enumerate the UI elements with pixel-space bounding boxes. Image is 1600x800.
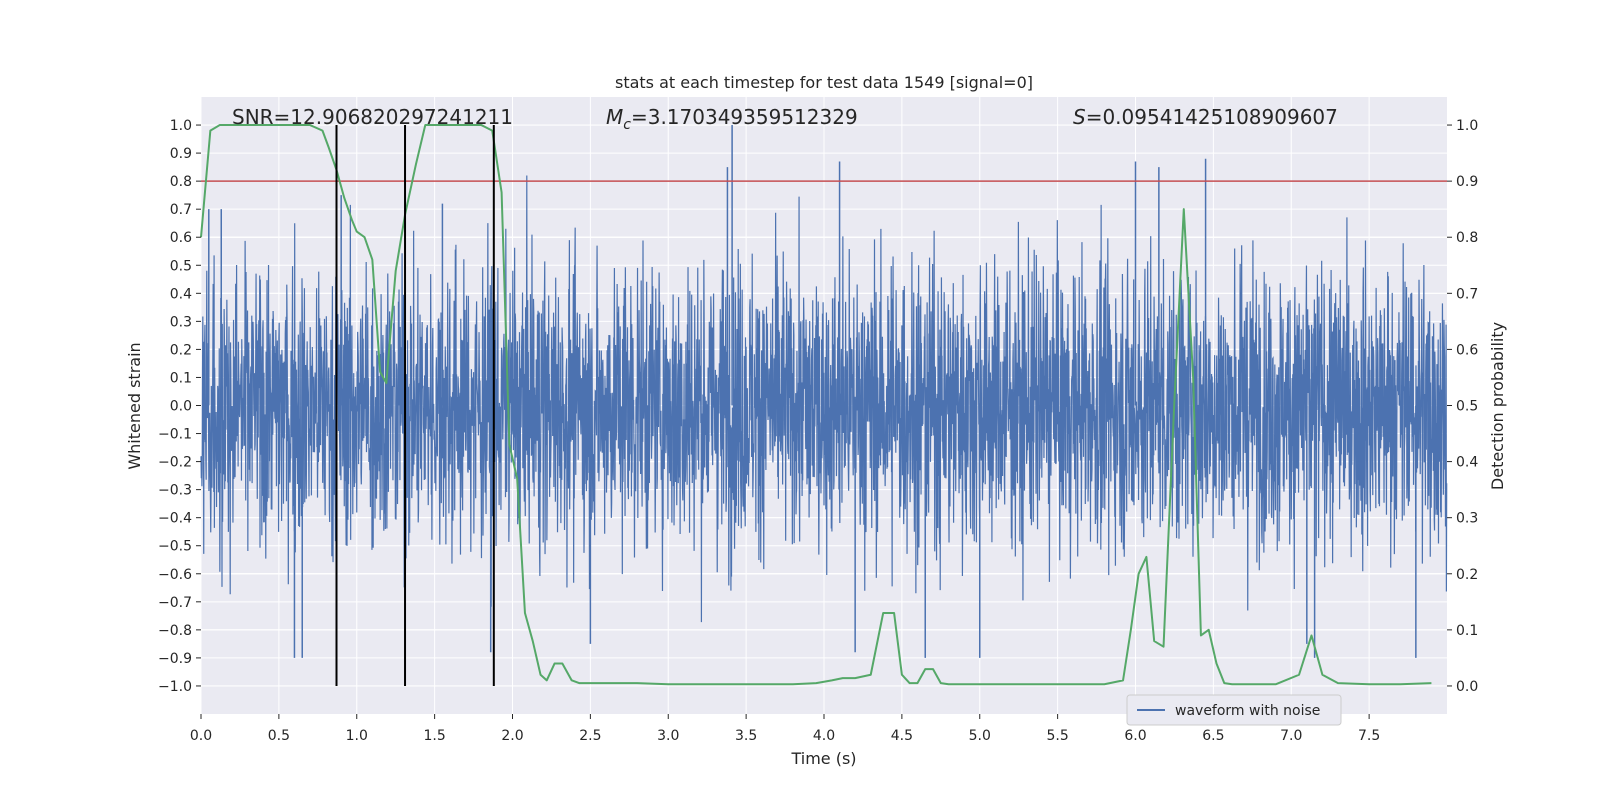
chirp-mass-value: =3.170349359512329 [631,105,858,129]
x-tick-label: 0.5 [268,728,290,744]
y-right-tick-label: 0.8 [1456,230,1478,246]
y-left-tick-label: −0.4 [158,511,192,527]
x-tick-label: 2.5 [579,728,601,744]
y-left-tick-label: 0.7 [170,202,192,218]
y-left-tick-label: 0.8 [170,174,192,190]
y-right-tick-label: 0.0 [1456,679,1478,695]
x-tick-label: 5.0 [969,728,991,744]
chirp-mass-annotation: Mc=3.170349359512329 [606,105,858,133]
y-axis-left-label: Whitened strain [125,342,144,469]
vertical-markers [335,125,495,686]
y-left-tick-label: 0.9 [170,146,192,162]
chirp-mass-subscript: c [623,117,631,133]
y-right-tick-label: 0.2 [1456,567,1478,583]
y-left-tick-label: −0.6 [158,567,192,583]
x-tick-label: 2.0 [501,728,523,744]
x-axis-label: Time (s) [790,749,856,768]
y-right-tick-label: 1.0 [1456,118,1478,134]
x-tick-label: 7.0 [1280,728,1302,744]
x-tick-label: 6.0 [1124,728,1146,744]
legend-entry: waveform with noise [1175,703,1320,719]
snr-annotation: SNR=12.906820297241211 [232,105,513,129]
x-tick-label: 3.5 [735,728,757,744]
s-annotation: S=0.09541425108909607 [1073,105,1338,129]
y-left-tick-label: 1.0 [170,118,192,134]
y-left-tick-label: −0.2 [158,455,192,471]
y-axis-right-label: Detection probability [1488,322,1507,490]
y-left-tick-label: 0.6 [170,230,192,246]
y-left-tick-label: 0.2 [170,342,192,358]
x-tick-label: 1.5 [423,728,445,744]
y-right-tick-label: 0.7 [1456,286,1478,302]
waveform-line [200,175,1448,623]
y-left-tick-label: −0.9 [158,651,192,667]
waveform-series [200,125,1448,658]
chirp-mass-symbol: M [606,105,623,129]
y-left-tick-label: 0.1 [170,370,192,386]
y-left-tick-label: −0.5 [158,539,192,555]
legend-box [1126,694,1342,726]
y-left-tick-label: −1.0 [158,679,192,695]
x-tick-label: 5.5 [1046,728,1068,744]
x-tick-label: 0.0 [190,728,212,744]
y-left-tick-label: 0.3 [170,314,192,330]
y-left-tick-label: −0.8 [158,623,192,639]
y-left-tick-label: −0.7 [158,595,192,611]
x-tick-label: 1.0 [346,728,368,744]
y-right-tick-label: 0.4 [1456,455,1478,471]
legend: waveform with noise [1126,694,1342,726]
probability-line [200,124,1432,686]
x-tick-label: 4.5 [891,728,913,744]
y-right-tick-label: 0.3 [1456,511,1478,527]
y-right-tick-label: 0.6 [1456,342,1478,358]
ticks: 0.0 0.5 1.0 1.5 2.0 2.5 3.0 3.5 4.0 4.5 5.0 5.5 6.0 6… [158,118,1478,744]
s-symbol: S [1073,105,1086,129]
y-right-tick-label: 0.5 [1456,399,1478,415]
chart-title: stats at each timestep for test data 154… [615,73,1033,92]
x-tick-label: 7.5 [1358,728,1380,744]
x-tick-label: 6.5 [1202,728,1224,744]
y-right-tick-label: 0.1 [1456,623,1478,639]
y-left-tick-label: −0.1 [158,427,192,443]
x-tick-label: 3.0 [657,728,679,744]
x-tick-label: 4.0 [813,728,835,744]
y-left-tick-label: 0.5 [170,258,192,274]
y-left-tick-label: −0.3 [158,483,192,499]
y-left-tick-label: 0.4 [170,286,192,302]
probability-series [200,124,1447,686]
y-left-tick-label: 0.0 [170,399,192,415]
s-value: =0.09541425108909607 [1086,105,1338,129]
y-right-tick-label: 0.9 [1456,174,1478,190]
